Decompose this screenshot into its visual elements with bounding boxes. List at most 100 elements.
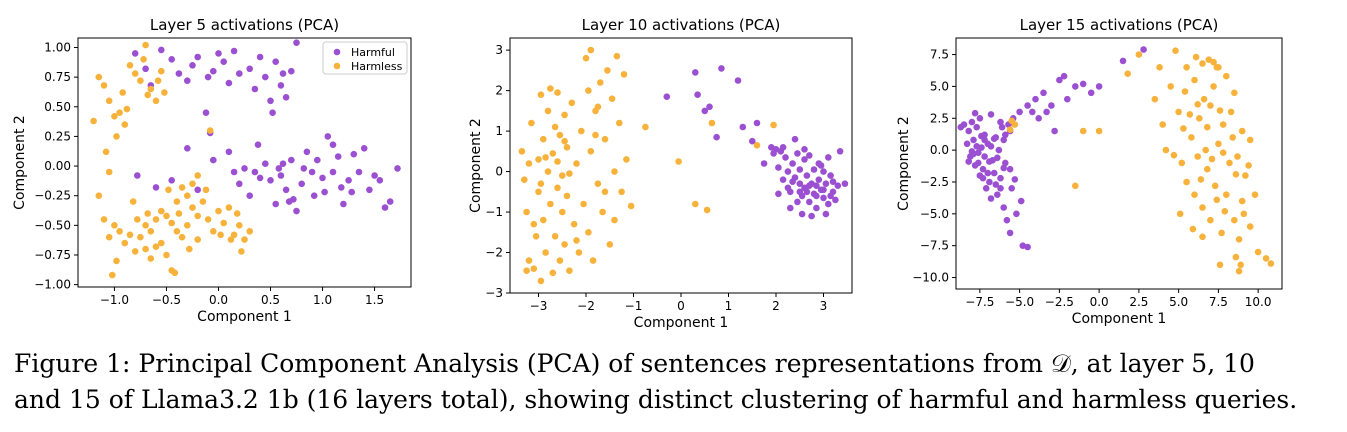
data-point-harmless [152, 97, 160, 105]
data-point-harmless [1215, 140, 1222, 148]
data-point-harmful [803, 172, 811, 179]
data-point-harmless [620, 71, 628, 78]
data-point-harmless [178, 233, 186, 241]
data-point-harmless [1124, 70, 1131, 77]
data-point-harmful [1060, 72, 1068, 80]
y-tick-label: 3 [495, 43, 503, 57]
data-point-harmless [703, 206, 711, 214]
data-point-harmless [1196, 115, 1203, 122]
data-point-harmless [544, 107, 552, 115]
data-point-harmful [968, 118, 976, 126]
data-point-harmless [1254, 248, 1262, 256]
data-point-harmless [1226, 159, 1233, 167]
chart-panel-1: Layer 5 activations (PCA) −1.0 −0.5 0.0 0.5 1… [12, 16, 412, 325]
x-axis-label: Component 1 [1072, 311, 1167, 327]
data-point-harmful [1024, 243, 1031, 251]
data-point-harmless [597, 79, 604, 86]
x-tick-label: −5.0 [1005, 295, 1034, 309]
x-tick-label: 0.5 [261, 293, 280, 307]
data-point-harmful [798, 210, 806, 218]
data-point-harmful [810, 166, 818, 173]
data-point-harmless [1199, 233, 1206, 241]
data-point-harmless [100, 216, 108, 223]
data-point-harmful [976, 115, 984, 122]
data-point-harmful [184, 77, 191, 84]
data-point-harmless [131, 248, 139, 255]
data-point-harmless [627, 202, 635, 210]
data-point-harmful [801, 156, 808, 163]
x-tick-label: 1 [725, 299, 733, 313]
chart-panel-2: Layer 10 activations (PCA) −3 −2 −1 0 1 2 3 −3 −2… [468, 16, 853, 331]
data-point-harmful [990, 169, 998, 177]
data-point-harmful [994, 154, 1001, 162]
data-point-harmless [554, 184, 561, 192]
x-tick-label: 3 [820, 299, 828, 313]
data-point-harmful [288, 156, 295, 164]
data-point-harmful [987, 143, 995, 150]
y-tick-label: 0.00 [44, 159, 71, 173]
data-point-harmless [1207, 216, 1214, 224]
data-point-harmful [272, 200, 280, 208]
data-point-harmless [540, 216, 547, 224]
data-point-harmless [105, 168, 113, 176]
data-point-harmless [528, 119, 535, 127]
data-point-harmful [1000, 204, 1007, 211]
data-point-harmful [381, 204, 389, 211]
y-tick-label: −0.75 [34, 248, 71, 262]
data-point-harmless [1183, 64, 1190, 71]
data-point-harmless [559, 208, 566, 216]
data-point-harmless [184, 222, 191, 229]
data-point-harmless [587, 46, 595, 54]
data-point-harmless [1181, 88, 1189, 95]
data-point-harmless [544, 168, 552, 175]
data-point-harmless [113, 133, 120, 140]
data-point-harmful [168, 177, 175, 184]
data-point-harmless [1167, 83, 1174, 90]
data-point-harmless [140, 56, 147, 63]
data-point-harmful [282, 186, 290, 194]
data-point-harmful [267, 97, 274, 105]
data-point-harmful [277, 82, 285, 89]
data-point-harmful [782, 154, 789, 161]
data-point-harmful [194, 186, 201, 194]
data-point-harmful [791, 135, 799, 143]
data-point-harmful [987, 195, 995, 202]
data-point-harmful [256, 174, 264, 182]
x-tick-label: −2.5 [1045, 295, 1074, 309]
data-point-harmful [803, 188, 811, 196]
data-point-harmful [987, 111, 995, 118]
data-point-harmful [168, 56, 175, 63]
data-point-harmful [832, 196, 839, 204]
data-point-harmful [706, 103, 713, 111]
data-point-harmless [573, 237, 580, 244]
data-point-harmful [979, 165, 987, 173]
y-tick-label: −1 [485, 205, 503, 219]
data-point-harmful [246, 192, 253, 199]
x-tick-label: 5.0 [1169, 295, 1188, 309]
data-point-harmless [163, 212, 170, 220]
data-point-harmful [293, 39, 300, 46]
data-point-harmless [189, 180, 196, 188]
data-point-harmless [575, 249, 583, 256]
data-point-harmless [1227, 108, 1235, 116]
data-point-harmful [319, 174, 326, 182]
data-point-harmful [288, 67, 295, 75]
data-point-harmful [1043, 108, 1050, 116]
x-tick-label: −1 [625, 299, 643, 313]
data-point-harmful [981, 136, 988, 144]
x-tick-label: 1.0 [313, 293, 332, 307]
data-point-harmful [1003, 216, 1011, 224]
data-point-harmless [1151, 95, 1159, 103]
data-point-harmless [1204, 165, 1211, 173]
x-tick-label: 0.0 [1090, 295, 1109, 309]
data-point-harmless [1191, 76, 1198, 84]
data-point-harmful [1029, 108, 1036, 116]
y-tick-label: −0.25 [34, 189, 71, 203]
chart-panel-3: Layer 15 activations (PCA) −7.5 −5.0 −2.5 0.… [896, 16, 1283, 327]
data-point-harmless [1216, 107, 1224, 114]
data-point-harmless [1218, 229, 1225, 237]
data-point-harmful [836, 148, 844, 155]
data-point-harmless [623, 156, 630, 163]
data-point-harmless [123, 105, 131, 113]
data-point-harmless [601, 135, 609, 143]
